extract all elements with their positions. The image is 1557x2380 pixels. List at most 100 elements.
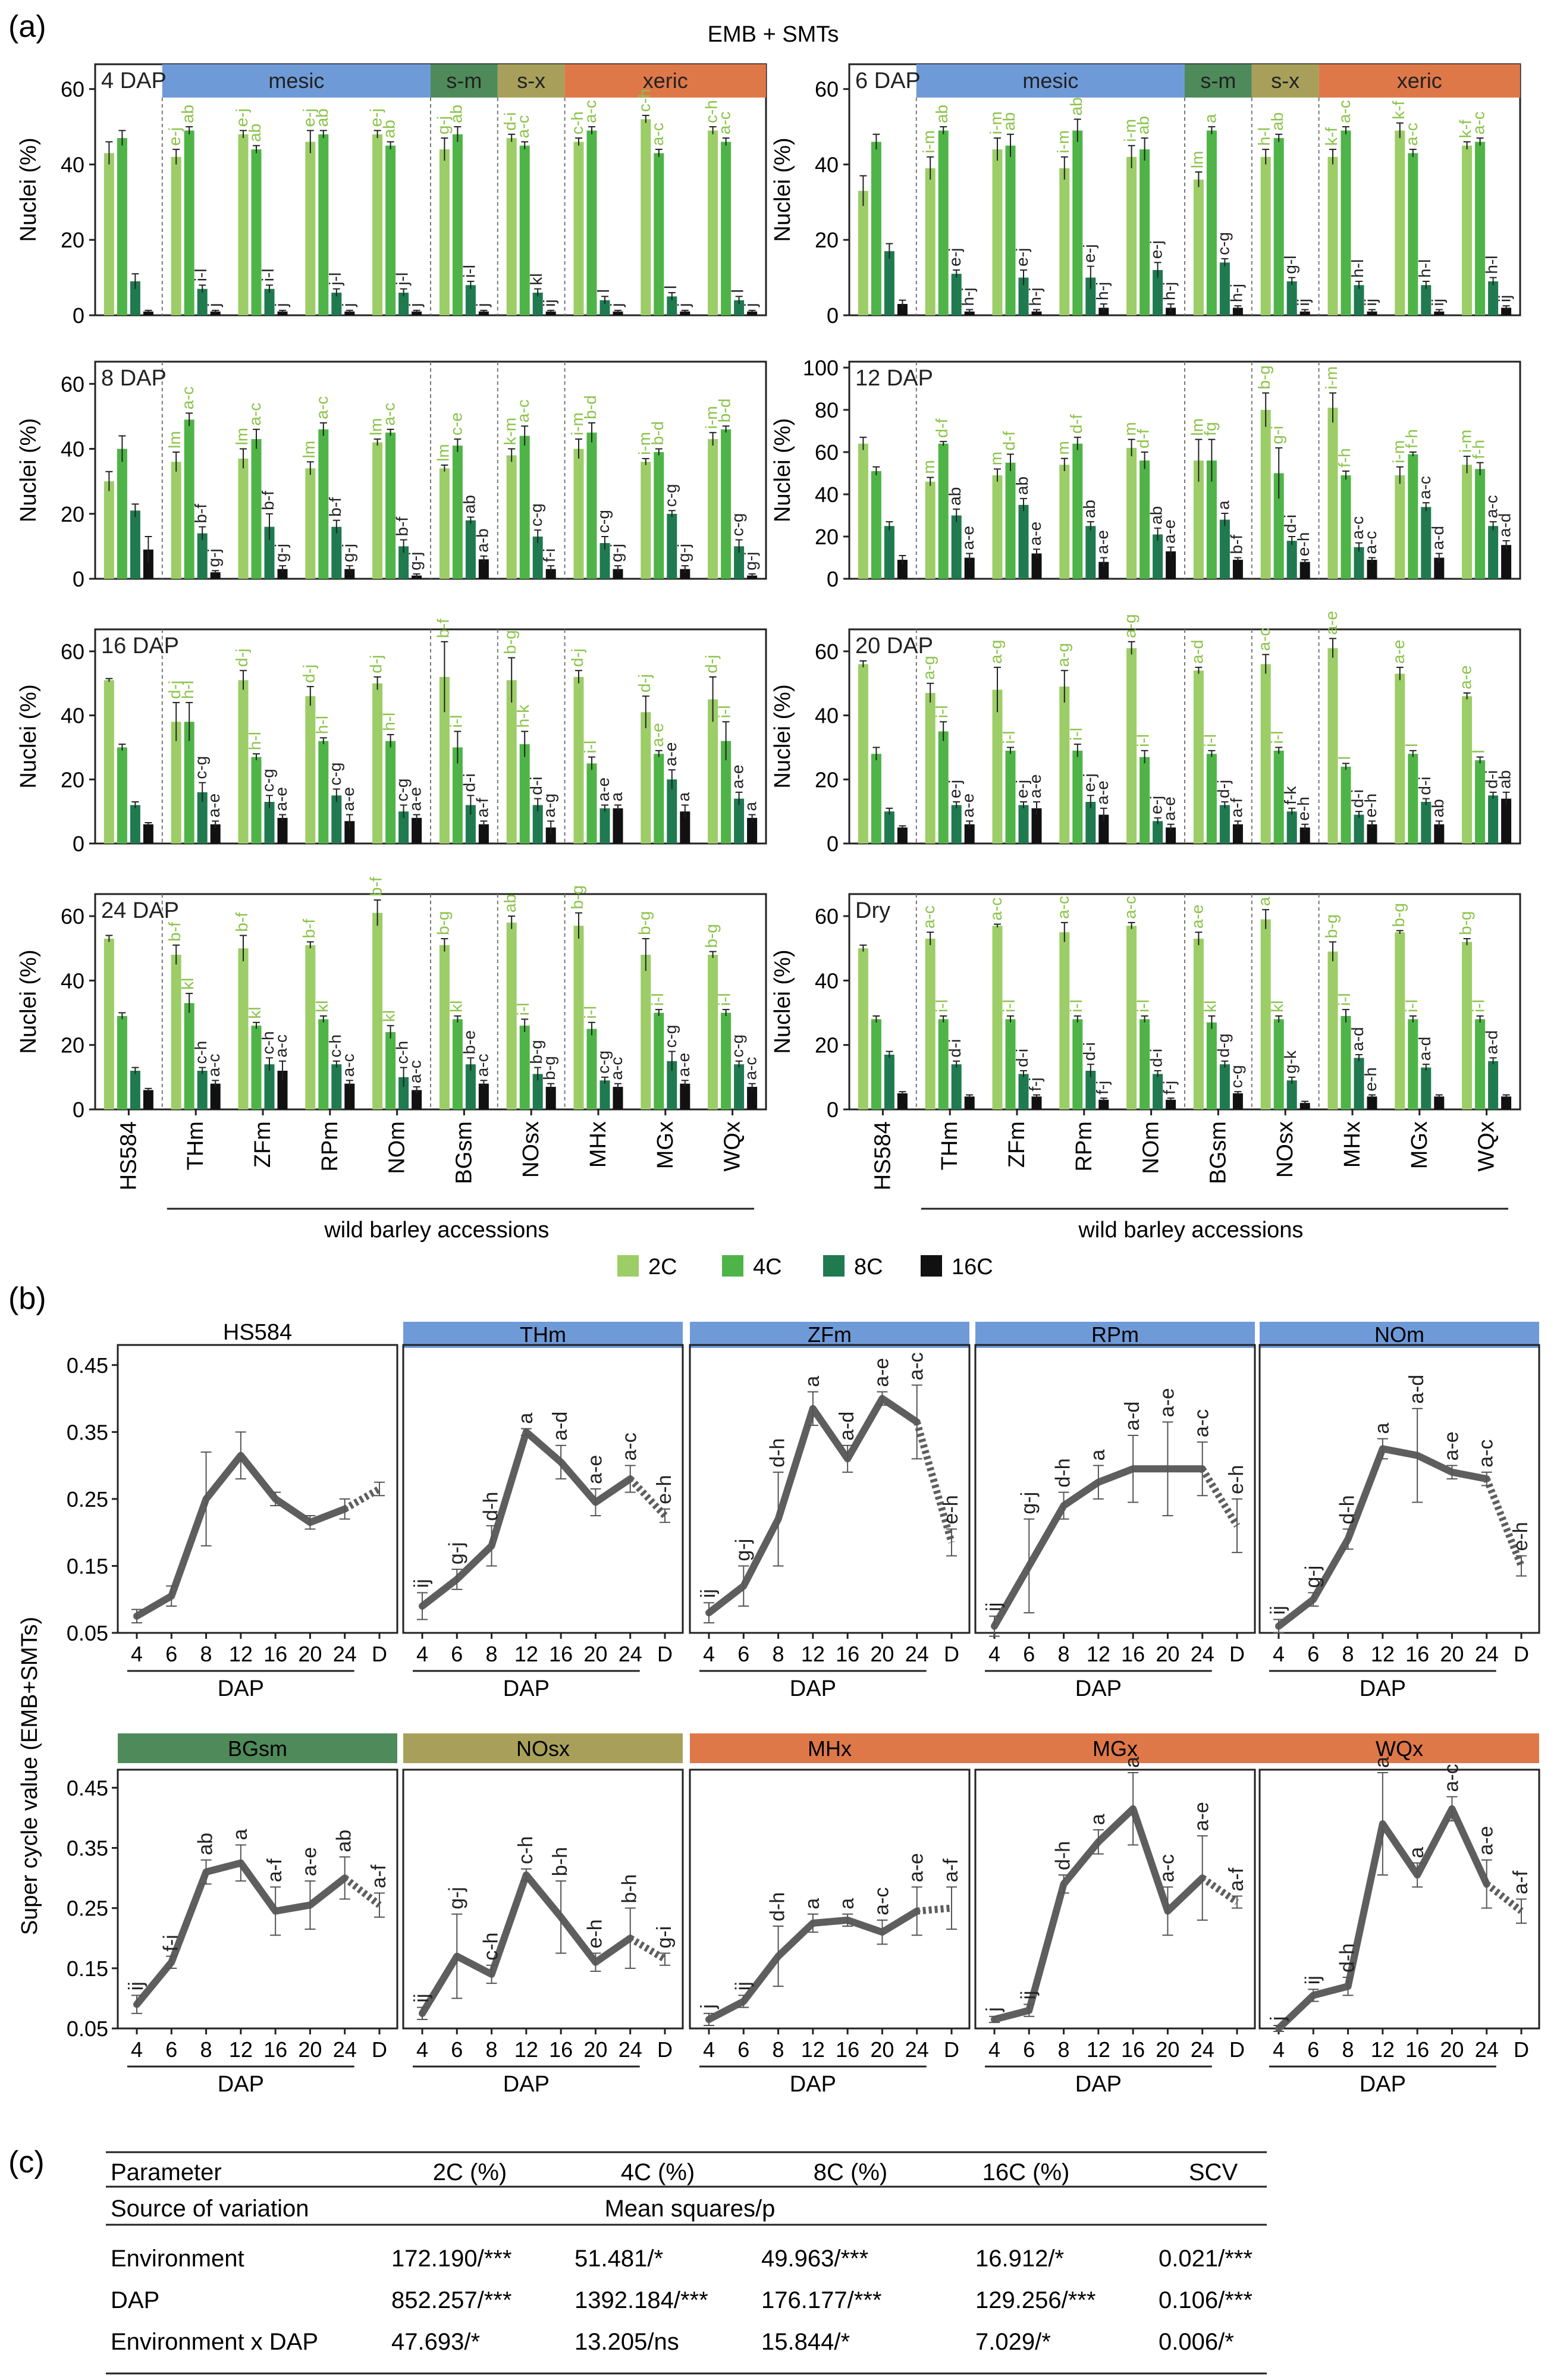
- y-tick-label: 100: [803, 356, 839, 380]
- significance-letter: kl: [178, 978, 197, 990]
- significance-letter: a: [1405, 1847, 1428, 1858]
- x-tick-label-MGx: MGx: [653, 1121, 678, 1169]
- bar-4C-NOm: [385, 741, 396, 843]
- bar-2C-BGsm: [1193, 938, 1204, 1109]
- significance-letter: kl: [1201, 1001, 1219, 1012]
- bar-16C-MGx: [1434, 311, 1445, 315]
- bar-16C-BGsm: [478, 1083, 489, 1109]
- bar-8C-WQx: [734, 798, 745, 843]
- x-tick-label: 20: [1156, 2037, 1179, 2062]
- significance-letter: d-h: [1336, 1495, 1359, 1524]
- bar-2C-ZFm: [238, 680, 249, 843]
- panel-label-a: (a): [8, 10, 46, 44]
- bar-2C-THm: [171, 955, 181, 1109]
- significance-letter: h-j: [1227, 284, 1245, 302]
- significance-letter: d-i: [1415, 776, 1434, 795]
- bar-8C-MGx: [667, 513, 677, 579]
- significance-letter: i-l: [1000, 731, 1018, 744]
- bar-8C-THm: [951, 515, 962, 579]
- significance-letter: i-m: [635, 432, 654, 455]
- significance-letter: g-i: [1268, 426, 1286, 444]
- significance-letter: d-i: [1348, 789, 1367, 808]
- bar-16C-HS584: [897, 303, 908, 315]
- significance-letter: e-j: [1080, 244, 1098, 262]
- line-chart-frame: [1258, 1768, 1540, 2030]
- bar-8C-HS584: [884, 1054, 894, 1109]
- significance-letter: ab: [946, 487, 964, 506]
- x-tick-label: D: [1229, 1642, 1245, 1666]
- significance-letter: e-h: [1509, 1522, 1532, 1551]
- bar-2C-HS584: [103, 153, 114, 315]
- bar-16C-MGx: [680, 569, 690, 579]
- significance-letter: k-f: [1322, 127, 1341, 146]
- bar-16C-THm: [964, 1096, 975, 1109]
- significance-letter: d-f: [933, 418, 951, 438]
- significance-letter: g-j: [674, 544, 693, 562]
- bar-legend: 2C 4C 8C 16C: [617, 1255, 993, 1280]
- x-tick-label: D: [1229, 2037, 1245, 2062]
- bar-chart-4-dap: mesic s-m s-x xeric 4 DAP 0 20 40 60 Nuclei (%) e-…: [16, 63, 767, 328]
- significance-letter: a-f: [263, 1858, 286, 1882]
- bar-2C-MGx: [641, 955, 651, 1109]
- bar-16C-NOm: [412, 1090, 422, 1109]
- bar-2C-NOm: [372, 683, 383, 843]
- significance-letter: a-c: [1402, 123, 1421, 146]
- bar-2C-HS584: [858, 190, 868, 315]
- significance-letter: h-l: [1483, 255, 1501, 274]
- bar-4C-BGsm: [1206, 130, 1217, 315]
- significance-letter: a-d: [1429, 526, 1447, 550]
- significance-letter: c-h: [326, 1034, 344, 1058]
- significance-letter: d-i: [501, 112, 519, 131]
- bar-4C-THm: [938, 731, 949, 843]
- significance-letter: a-c: [1156, 1854, 1178, 1882]
- x-tick-label: 4: [131, 2037, 143, 2062]
- bar-4C-MHx: [586, 1028, 597, 1109]
- bar-4C-MHx: [1341, 1015, 1351, 1109]
- line-chart-frame: [402, 1768, 684, 2030]
- x-tick-label: 12: [801, 2037, 825, 2062]
- bar-2C-THm: [925, 692, 936, 843]
- significance-letter: a-d: [1496, 513, 1514, 537]
- bar-2C-RPm: [305, 696, 316, 843]
- y-tick-label: 40: [61, 152, 84, 177]
- table-cell: 16.912/*: [975, 2246, 1064, 2272]
- significance-letter: ab: [460, 495, 478, 513]
- significance-letter: d-j: [367, 655, 385, 673]
- significance-letter: a-e: [1026, 774, 1044, 798]
- x-tick-label: 6: [1307, 2037, 1319, 2062]
- significance-letter: e-j: [300, 108, 318, 127]
- significance-letter: m: [987, 451, 1005, 465]
- table-header-cell: 16C (%): [982, 2159, 1070, 2185]
- significance-letter: c-g: [192, 756, 210, 779]
- x-tick-label: 16: [1121, 2037, 1145, 2062]
- bar-2C-RPm: [1059, 932, 1070, 1109]
- significance-letter: a-g: [1121, 614, 1140, 638]
- significance-letter: b-f: [367, 877, 385, 896]
- significance-letter: a-c: [1475, 1440, 1498, 1467]
- bar-2C-WQx: [1462, 145, 1473, 315]
- significance-letter: a: [1201, 114, 1219, 123]
- significance-letter: kl: [380, 1010, 398, 1022]
- table-cell: Environment: [111, 2246, 244, 2272]
- significance-letter: b-g: [568, 885, 586, 909]
- significance-letter: ab: [1013, 476, 1031, 495]
- x-tick-label: D: [944, 2037, 959, 2062]
- significance-letter: a-c: [1483, 495, 1501, 518]
- bar-2C-THm: [171, 156, 181, 315]
- table-cell: Environment x DAP: [111, 2329, 318, 2355]
- bar-4C-BGsm: [1206, 754, 1217, 843]
- significance-letter: g-j: [434, 116, 452, 134]
- table-cell: 172.190/***: [391, 2246, 511, 2272]
- significance-letter: a-e: [406, 787, 425, 811]
- significance-letter: l: [594, 289, 613, 293]
- significance-letter: h-k: [514, 704, 532, 728]
- bar-8C-HS584: [130, 805, 140, 843]
- x-tick-label: 16: [263, 1642, 287, 1666]
- significance-letter: ij: [540, 299, 558, 306]
- bar-2C-WQx: [708, 130, 718, 315]
- table-cell: 47.693/*: [391, 2329, 480, 2355]
- bar-16C-WQx: [1501, 798, 1512, 843]
- significance-letter: ij: [1361, 299, 1380, 306]
- significance-letter: d-i: [1147, 1049, 1166, 1067]
- significance-letter: h-j: [959, 287, 977, 306]
